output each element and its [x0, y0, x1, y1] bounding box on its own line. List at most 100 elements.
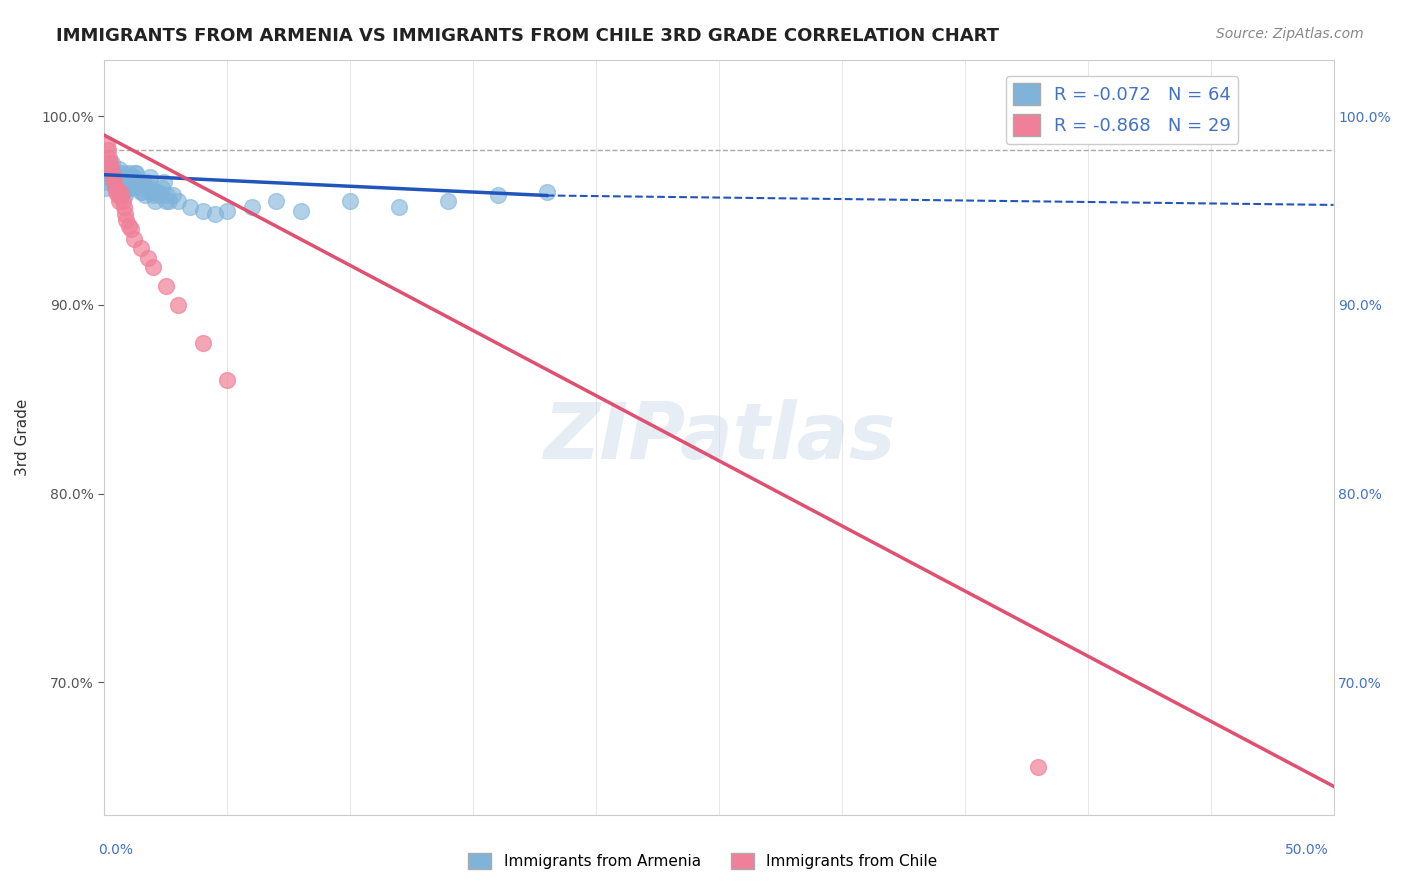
Text: 0.0%: 0.0%: [98, 843, 134, 857]
Point: [100, 162, 122, 177]
Point: [388, 200, 411, 214]
Point: [191, 203, 214, 218]
Point: [122, 232, 145, 246]
Point: [98, 162, 121, 177]
Point: [98, 162, 121, 177]
Point: [129, 241, 152, 255]
Point: [146, 185, 169, 199]
Point: [148, 185, 170, 199]
Point: [120, 181, 142, 195]
Point: [148, 188, 170, 202]
Point: [108, 185, 131, 199]
Point: [136, 175, 159, 189]
Text: 50.0%: 50.0%: [1285, 843, 1329, 857]
Point: [103, 175, 125, 189]
Point: [179, 200, 201, 214]
Point: [105, 185, 128, 199]
Point: [101, 175, 124, 189]
Point: [101, 169, 124, 184]
Point: [107, 166, 129, 180]
Legend: Immigrants from Armenia, Immigrants from Chile: Immigrants from Armenia, Immigrants from…: [463, 847, 943, 875]
Point: [103, 166, 125, 180]
Point: [153, 175, 176, 189]
Point: [114, 207, 136, 221]
Point: [114, 188, 136, 202]
Point: [204, 207, 226, 221]
Point: [124, 166, 146, 180]
Point: [120, 222, 142, 236]
Point: [94, 181, 117, 195]
Point: [142, 260, 165, 275]
Point: [157, 194, 180, 209]
Point: [143, 194, 166, 209]
Point: [142, 188, 165, 202]
Point: [112, 166, 135, 180]
Point: [132, 175, 155, 189]
Point: [264, 194, 287, 209]
Point: [117, 181, 139, 195]
Point: [110, 169, 132, 184]
Text: ZIPatlas: ZIPatlas: [543, 399, 896, 475]
Point: [217, 374, 239, 388]
Point: [111, 194, 134, 209]
Point: [107, 188, 129, 202]
Point: [94, 169, 117, 184]
Point: [108, 162, 131, 177]
Point: [129, 185, 152, 199]
Point: [100, 166, 122, 180]
Point: [98, 151, 121, 165]
Point: [100, 156, 122, 170]
Point: [155, 279, 177, 293]
Point: [437, 194, 460, 209]
Point: [155, 194, 177, 209]
Point: [150, 181, 173, 195]
Point: [217, 203, 239, 218]
Point: [96, 156, 118, 170]
Point: [98, 156, 121, 170]
Point: [536, 185, 558, 199]
Point: [97, 143, 120, 157]
Legend: R = -0.072   N = 64, R = -0.868   N = 29: R = -0.072 N = 64, R = -0.868 N = 29: [1005, 76, 1239, 144]
Point: [105, 175, 128, 189]
Point: [108, 194, 131, 209]
Point: [98, 169, 121, 184]
Point: [118, 166, 141, 180]
Point: [96, 175, 118, 189]
Point: [290, 203, 312, 218]
Point: [138, 251, 160, 265]
Point: [118, 175, 141, 189]
Point: [240, 200, 263, 214]
Point: [111, 185, 134, 199]
Point: [141, 185, 163, 199]
Point: [112, 200, 135, 214]
Point: [108, 175, 131, 189]
Point: [128, 181, 150, 195]
Point: [115, 213, 138, 227]
Point: [97, 166, 120, 180]
Point: [104, 169, 127, 184]
Point: [191, 335, 214, 350]
Point: [486, 188, 509, 202]
Point: [97, 166, 120, 180]
Point: [96, 137, 118, 152]
Point: [167, 194, 190, 209]
Point: [110, 188, 132, 202]
Text: IMMIGRANTS FROM ARMENIA VS IMMIGRANTS FROM CHILE 3RD GRADE CORRELATION CHART: IMMIGRANTS FROM ARMENIA VS IMMIGRANTS FR…: [56, 27, 1000, 45]
Y-axis label: 3rd Grade: 3rd Grade: [15, 399, 30, 475]
Point: [104, 181, 127, 195]
Point: [131, 185, 153, 199]
Point: [156, 188, 179, 202]
Point: [118, 219, 141, 233]
Point: [122, 169, 145, 184]
Point: [138, 169, 160, 184]
Point: [115, 175, 138, 189]
Point: [134, 188, 156, 202]
Point: [162, 188, 184, 202]
Point: [167, 298, 190, 312]
Point: [125, 166, 148, 180]
Point: [121, 169, 143, 184]
Point: [127, 175, 149, 189]
Point: [138, 181, 160, 195]
Point: [339, 194, 361, 209]
Point: [1028, 760, 1050, 774]
